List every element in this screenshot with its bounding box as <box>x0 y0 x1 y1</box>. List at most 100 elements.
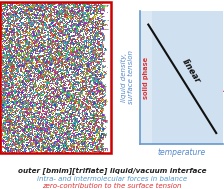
Point <box>27 96 31 99</box>
Point <box>45 51 48 54</box>
Point <box>65 99 68 102</box>
Point <box>8 57 11 60</box>
Point <box>51 116 55 119</box>
Point <box>36 66 39 69</box>
Point <box>27 44 30 47</box>
Point <box>37 149 41 153</box>
Point <box>7 58 11 61</box>
Point <box>12 109 15 112</box>
Point <box>0 95 3 98</box>
Point <box>59 134 62 137</box>
Point <box>77 81 80 84</box>
Point <box>104 82 108 85</box>
Point <box>91 137 94 140</box>
Point <box>80 107 83 110</box>
Point <box>93 11 96 14</box>
Point <box>48 45 52 48</box>
Point <box>12 6 16 9</box>
Point <box>66 31 70 34</box>
Point <box>22 51 25 54</box>
Point <box>97 26 100 29</box>
Point <box>101 114 104 117</box>
Point <box>72 99 76 102</box>
Point <box>103 38 107 41</box>
Point <box>27 75 30 78</box>
Point <box>56 38 59 41</box>
Point <box>9 107 12 110</box>
Point <box>105 80 109 83</box>
Point <box>104 36 108 40</box>
Point <box>87 115 91 118</box>
Point <box>11 67 15 70</box>
Point <box>0 116 3 119</box>
Point <box>57 118 60 121</box>
Point <box>44 46 48 49</box>
Point <box>42 129 46 132</box>
Point <box>39 81 43 84</box>
Point <box>74 26 78 29</box>
Point <box>107 42 110 45</box>
Point <box>10 12 13 15</box>
Point <box>74 2 78 5</box>
Point <box>35 48 39 51</box>
Point <box>100 53 104 56</box>
Point <box>11 4 15 7</box>
Point <box>87 134 90 137</box>
Point <box>26 69 30 72</box>
Point <box>1 66 5 69</box>
Point <box>53 131 56 134</box>
Point <box>103 56 106 59</box>
Point <box>7 113 11 116</box>
Point <box>32 49 36 52</box>
Point <box>105 49 108 52</box>
Point <box>72 11 76 14</box>
Point <box>70 151 73 154</box>
Point <box>69 64 73 67</box>
Point <box>17 135 21 138</box>
Point <box>67 103 70 106</box>
Point <box>2 3 5 6</box>
Point <box>59 36 62 40</box>
Point <box>73 9 77 12</box>
Point <box>94 122 97 125</box>
Point <box>32 11 35 14</box>
Point <box>6 66 10 69</box>
Point <box>24 58 27 61</box>
Point <box>68 18 72 21</box>
Point <box>33 90 37 93</box>
Point <box>39 79 42 82</box>
Point <box>75 15 78 18</box>
Point <box>32 101 36 104</box>
Point <box>91 120 94 123</box>
Point <box>23 76 26 79</box>
Point <box>86 101 90 104</box>
Point <box>97 151 101 154</box>
Point <box>12 54 16 57</box>
Point <box>87 123 91 126</box>
Point <box>90 71 94 74</box>
Point <box>4 40 8 43</box>
Point <box>0 18 4 21</box>
Point <box>78 48 82 51</box>
Point <box>49 61 53 64</box>
Point <box>103 30 106 33</box>
Point <box>12 141 15 144</box>
Point <box>58 46 61 49</box>
Point <box>25 22 29 25</box>
Point <box>28 38 32 41</box>
Point <box>84 22 88 25</box>
Point <box>14 121 17 124</box>
Point <box>68 36 71 39</box>
Point <box>88 83 91 86</box>
Point <box>33 72 37 75</box>
Point <box>99 52 102 55</box>
Point <box>30 28 34 31</box>
Point <box>98 145 101 148</box>
Point <box>16 37 19 40</box>
Point <box>2 92 5 95</box>
Point <box>88 115 92 118</box>
Point <box>83 69 86 72</box>
Point <box>39 124 42 127</box>
Point <box>104 145 108 148</box>
Point <box>13 124 16 127</box>
